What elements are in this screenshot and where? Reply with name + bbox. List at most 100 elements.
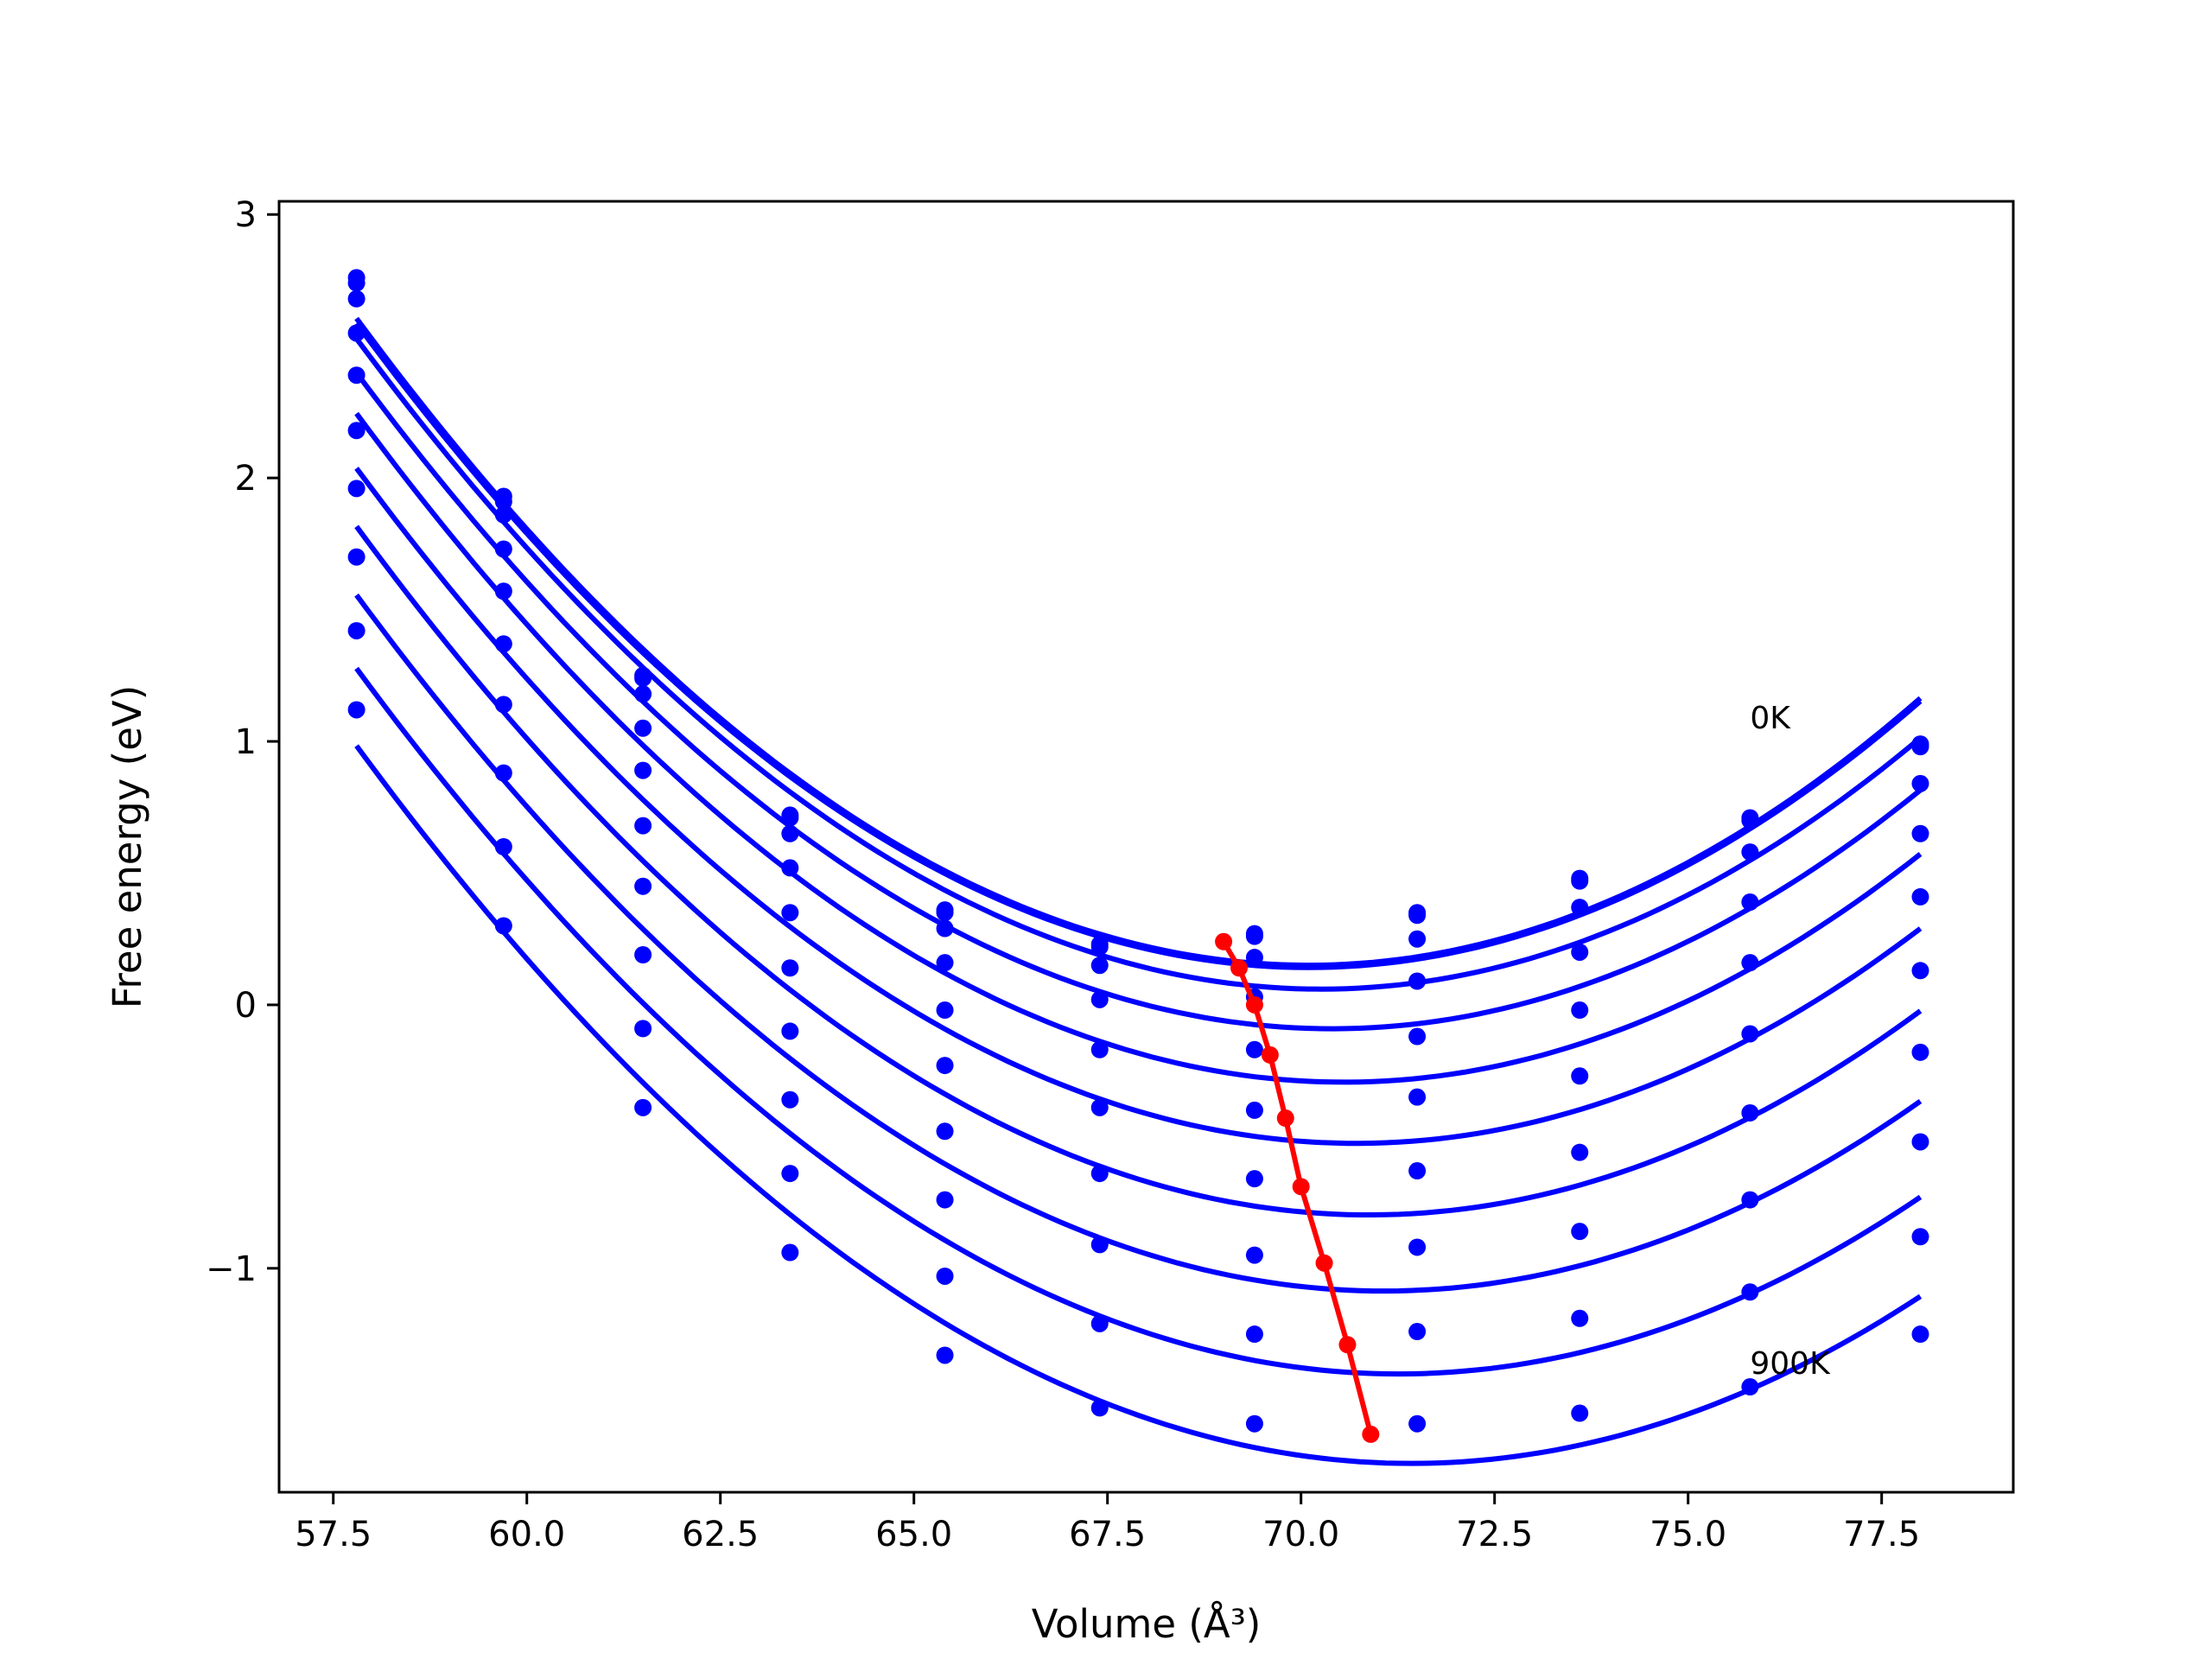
series-1 xyxy=(347,274,1929,970)
series-9-point-4 xyxy=(936,1346,954,1364)
series-7 xyxy=(347,548,1929,1294)
series-8-point-0 xyxy=(347,621,365,639)
series-5-point-7 xyxy=(1408,1088,1427,1106)
plot-frame xyxy=(277,200,2015,1494)
series-5 xyxy=(347,422,1929,1147)
series-2-point-5 xyxy=(1090,957,1109,975)
series-3-curve xyxy=(354,371,1923,1032)
series-5-point-0 xyxy=(347,422,365,440)
series-1-point-9 xyxy=(1741,811,1759,830)
series-6-point-9 xyxy=(1741,1103,1759,1122)
series-6-point-10 xyxy=(1911,1043,1929,1061)
series-5-point-5 xyxy=(1090,1098,1109,1116)
series-2-point-7 xyxy=(1408,930,1427,948)
series-4 xyxy=(347,366,1929,1085)
series-6-point-1 xyxy=(494,696,512,714)
series-3-point-7 xyxy=(1408,972,1427,990)
series-7-point-6 xyxy=(1245,1246,1263,1264)
series-5-point-1 xyxy=(494,635,512,653)
series-7-point-7 xyxy=(1408,1238,1427,1256)
series-1-point-1 xyxy=(494,493,512,511)
series-1-point-7 xyxy=(1408,906,1427,925)
series-3-point-9 xyxy=(1741,893,1759,912)
x-tick-label-7: 75.0 xyxy=(1649,1515,1726,1554)
series-3-point-4 xyxy=(936,954,954,972)
series-8-point-5 xyxy=(1090,1314,1109,1332)
x-tick-label-4: 67.5 xyxy=(1069,1515,1146,1554)
x-tick-label-5: 70.0 xyxy=(1262,1515,1339,1554)
series-4-point-4 xyxy=(936,1001,954,1020)
series-4-point-8 xyxy=(1571,1001,1589,1020)
series-5-point-6 xyxy=(1245,1101,1263,1119)
series-4-point-9 xyxy=(1741,954,1759,972)
series-8-point-7 xyxy=(1408,1323,1427,1341)
series-5-point-8 xyxy=(1571,1067,1589,1085)
series-1-point-4 xyxy=(936,904,954,922)
series-8-point-10 xyxy=(1911,1228,1929,1246)
x-tick-label-2: 62.5 xyxy=(682,1515,759,1554)
y-axis: −1 0 1 2 3 xyxy=(206,195,279,1289)
series-3-point-8 xyxy=(1571,943,1589,961)
y-tick-label-1: 0 xyxy=(235,986,257,1026)
series-4-point-7 xyxy=(1408,1027,1427,1046)
series-6-point-3 xyxy=(781,1022,799,1040)
series-9-point-1 xyxy=(494,917,512,935)
y-tick-label-2: 1 xyxy=(235,722,257,762)
series-8-point-6 xyxy=(1245,1325,1263,1344)
x-tick-label-8: 77.5 xyxy=(1843,1515,1920,1554)
series-1-point-8 xyxy=(1571,872,1589,890)
series-8-point-9 xyxy=(1741,1283,1759,1301)
series-8-point-3 xyxy=(781,1165,799,1183)
x-axis: 57.5 60.0 62.5 65.0 67.5 70.0 72.5 75.0 77.5 xyxy=(295,1492,1920,1554)
series-4-point-10 xyxy=(1911,887,1929,906)
series-8 xyxy=(347,621,1929,1377)
series-6-point-4 xyxy=(936,1122,954,1141)
series-1-curve xyxy=(354,321,1923,970)
series-2-point-8 xyxy=(1571,899,1589,917)
series-6-point-7 xyxy=(1408,1162,1427,1180)
minima-point-7 xyxy=(1338,1336,1357,1354)
series-6-point-0 xyxy=(347,480,365,498)
series-9-point-9 xyxy=(1741,1378,1759,1396)
series-2-point-6 xyxy=(1245,949,1263,967)
series-1-point-0 xyxy=(347,274,365,292)
series-6-curve xyxy=(354,524,1923,1217)
series-4-point-5 xyxy=(1090,1040,1109,1058)
series-4-curve xyxy=(354,411,1923,1085)
series-5-point-10 xyxy=(1911,962,1929,980)
series-1-point-6 xyxy=(1245,927,1263,945)
series-3-point-5 xyxy=(1090,990,1109,1008)
series-9-point-2 xyxy=(634,1098,652,1116)
series-4-point-1 xyxy=(494,582,512,601)
series-4-point-3 xyxy=(781,904,799,922)
series-2-curve xyxy=(354,337,1923,992)
minima-point-8 xyxy=(1362,1425,1380,1443)
annotation-900k: 900K xyxy=(1750,1346,1831,1382)
minima-point-4 xyxy=(1276,1109,1294,1128)
x-tick-label-1: 60.0 xyxy=(488,1515,565,1554)
series-8-point-2 xyxy=(634,1020,652,1038)
series-7-point-8 xyxy=(1571,1223,1589,1241)
x-axis-label: Volume (Å³) xyxy=(1032,1601,1262,1647)
series-9-point-3 xyxy=(781,1243,799,1262)
series-2 xyxy=(347,289,1929,992)
series-3 xyxy=(347,324,1929,1032)
series-3-point-2 xyxy=(634,719,652,737)
series-7-point-5 xyxy=(1090,1236,1109,1254)
series-7-point-2 xyxy=(634,946,652,964)
series-5-point-2 xyxy=(634,817,652,835)
series-7-curve xyxy=(354,593,1923,1294)
series-2-point-10 xyxy=(1911,774,1929,792)
x-tick-label-6: 72.5 xyxy=(1456,1515,1533,1554)
series-9-point-6 xyxy=(1245,1414,1263,1433)
series-6-point-6 xyxy=(1245,1170,1263,1188)
x-tick-label-0: 57.5 xyxy=(295,1515,372,1554)
series-5-point-4 xyxy=(936,1057,954,1075)
x-tick-label-3: 65.0 xyxy=(875,1515,952,1554)
y-tick-label-0: −1 xyxy=(206,1249,257,1289)
series-9-point-5 xyxy=(1090,1399,1109,1417)
series-8-curve xyxy=(354,666,1923,1377)
series-5-point-9 xyxy=(1741,1025,1759,1043)
series-9-point-8 xyxy=(1571,1404,1589,1422)
